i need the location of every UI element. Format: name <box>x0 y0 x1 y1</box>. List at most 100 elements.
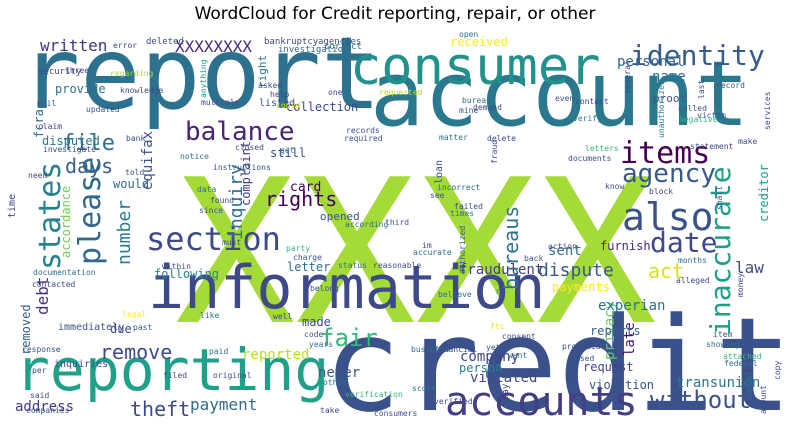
word-person: person <box>459 361 502 375</box>
word-act: act <box>648 259 684 283</box>
word-believe: believe <box>438 290 472 299</box>
chart-title: WordCloud for Credit reporting, repair, … <box>194 4 596 24</box>
word-original: original <box>213 371 252 380</box>
word-account: account <box>370 42 749 147</box>
word-consumers: consumers <box>374 409 418 418</box>
word-money: money <box>736 273 745 297</box>
word-times: times <box>450 209 474 218</box>
word-would: would <box>113 177 149 191</box>
word-contacted: contacted <box>32 280 76 289</box>
word-reports: reports <box>590 324 641 338</box>
word-fair: fair <box>320 324 378 352</box>
word-right: right <box>256 55 269 88</box>
word-payments: payments <box>552 280 610 294</box>
word-section: section <box>146 220 281 258</box>
word-block: block <box>649 187 673 196</box>
word-identity: identity <box>630 39 765 72</box>
word-failed: failed <box>454 202 483 211</box>
word-agencies: agencies <box>318 37 361 47</box>
word-company: company <box>460 349 519 365</box>
word-party: party <box>286 244 310 253</box>
word-verify: verify <box>573 114 602 123</box>
word-im: im <box>422 241 432 250</box>
word-financial: financial <box>434 345 478 354</box>
word-one: one <box>328 88 343 97</box>
word-proof: proof <box>653 92 686 105</box>
word-also: also <box>622 195 714 239</box>
word-deleted: deleted <box>146 37 184 47</box>
word-instructions: instructions <box>213 163 271 172</box>
word-filed: filed <box>163 371 187 380</box>
word-received: received <box>450 35 508 49</box>
word-may: may <box>501 383 511 400</box>
word-debt: debt <box>33 276 52 315</box>
word-equifax: equifax <box>140 131 156 190</box>
word-status: status <box>338 261 367 270</box>
word-need: need <box>28 171 47 180</box>
word-file: file <box>62 131 115 156</box>
word-correct: correct <box>324 42 362 52</box>
word-claim: claim <box>38 122 62 131</box>
word-services: services <box>763 91 772 130</box>
word-request: request <box>583 360 634 374</box>
word-see: see <box>430 191 445 200</box>
word-balance: balance <box>185 117 295 147</box>
word-letters: letters <box>585 144 619 153</box>
word-following: following <box>154 267 219 281</box>
word-error: error <box>113 41 137 50</box>
word-know: know <box>605 182 624 191</box>
word-authorized: authorized <box>458 226 467 274</box>
word-name: name <box>652 69 686 85</box>
word-accurate: accurate <box>413 248 452 257</box>
word-XXXXXXXX: XXXXXXXX <box>175 37 252 56</box>
word-bureau: bureau <box>462 96 491 105</box>
word-rights: rights <box>265 187 337 211</box>
word-never: never <box>318 365 360 381</box>
word-notice: notice <box>180 152 209 161</box>
word-showing: showing <box>706 340 740 349</box>
word-written: written <box>40 36 107 55</box>
word-violated: violated <box>470 370 537 386</box>
word-could: could <box>276 101 300 110</box>
word-third: third <box>385 218 409 227</box>
word-fraudulent: fraudulent <box>459 262 543 278</box>
word-consumer: consumer <box>350 37 600 97</box>
word-letter: letter <box>287 260 330 274</box>
word-several: several <box>623 60 632 94</box>
word-violation: violation <box>589 378 654 392</box>
word-companies: companies <box>26 406 70 415</box>
word-theft: theft <box>130 397 190 421</box>
word-opened: opened <box>320 210 360 223</box>
word-report: report <box>20 15 381 132</box>
word-three: three <box>65 66 89 75</box>
word-agency: agency <box>622 159 716 189</box>
word-alleged: alleged <box>676 276 710 285</box>
word-immediately: immediately <box>58 322 124 333</box>
word-open: open <box>459 30 478 39</box>
word-months: months <box>678 256 707 265</box>
word-documentation: documentation <box>33 268 96 277</box>
word-belong: belong <box>310 284 339 293</box>
word-matter: matter <box>439 133 468 142</box>
word-according: according <box>345 220 389 229</box>
word-copy: copy <box>773 361 782 380</box>
word-reporting: reporting <box>15 336 329 404</box>
word-attached: attached <box>723 352 762 361</box>
word-complaint: complaint <box>239 141 253 206</box>
word-usc: usc <box>485 367 507 381</box>
word-dispute: dispute <box>538 260 614 281</box>
word-mail: mail <box>37 99 56 108</box>
word-documents: documents <box>568 154 612 163</box>
word-made: made <box>302 315 331 329</box>
word-investigation: investigation <box>278 45 348 55</box>
word-charge: charge <box>293 253 322 262</box>
word-furnish: furnish <box>600 239 651 253</box>
word-without: without <box>650 386 751 414</box>
word-verified: verified <box>434 397 473 406</box>
word-information: information <box>148 253 545 323</box>
word-yet: yet <box>486 343 501 352</box>
word-states: states <box>33 162 68 270</box>
word-knowledge: knowledge <box>120 86 164 95</box>
word-data: data <box>197 185 216 194</box>
word-used: used <box>575 354 594 363</box>
